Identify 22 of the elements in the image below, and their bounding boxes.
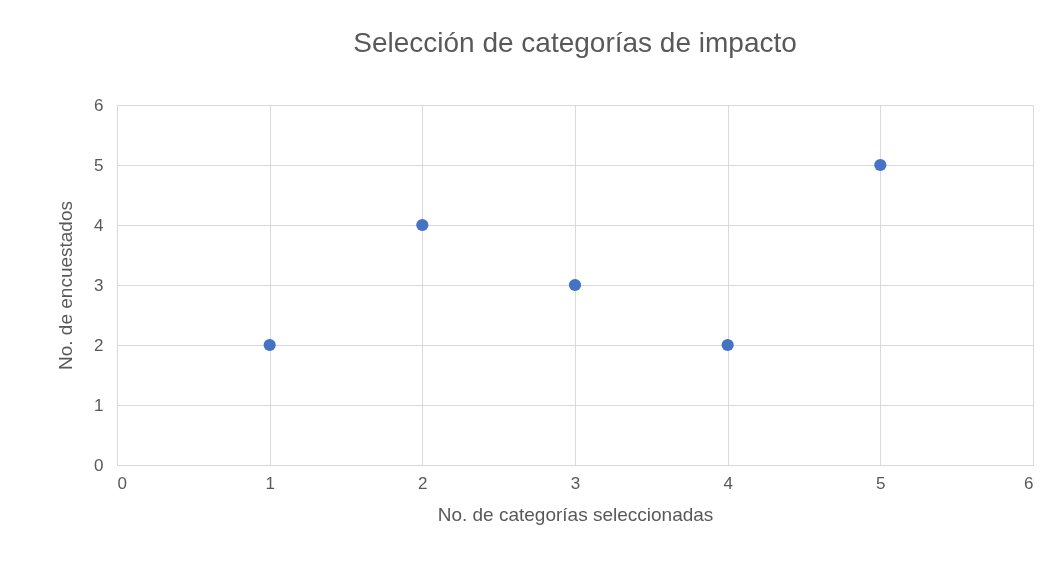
x-tick-label: 4 xyxy=(723,473,733,493)
y-tick-label: 0 xyxy=(94,455,104,475)
x-tick-label: 5 xyxy=(876,473,886,493)
point xyxy=(416,218,429,232)
point xyxy=(263,338,276,352)
point xyxy=(874,158,887,172)
y-tick-label: 1 xyxy=(94,395,104,415)
y-tick-label: 5 xyxy=(94,155,104,175)
x-tick-label: 1 xyxy=(265,473,275,493)
x-tick-label: 0 xyxy=(117,473,127,493)
point xyxy=(721,338,734,352)
chart-title: Selección de categorías de impacto xyxy=(353,27,797,58)
x-tick-label: 6 xyxy=(1024,473,1034,493)
y-tick-label: 4 xyxy=(94,215,104,235)
y-tick-label: 3 xyxy=(94,275,104,295)
y-tick-label: 2 xyxy=(94,335,104,355)
y-tick-label: 6 xyxy=(94,95,104,115)
x-tick-label: 3 xyxy=(570,473,581,493)
point xyxy=(568,278,582,292)
x-axis-title: No. de categorías seleccionadas xyxy=(437,503,714,525)
x-tick-label: 2 xyxy=(418,473,428,493)
y-axis-title: No. de encuestados xyxy=(55,200,77,371)
